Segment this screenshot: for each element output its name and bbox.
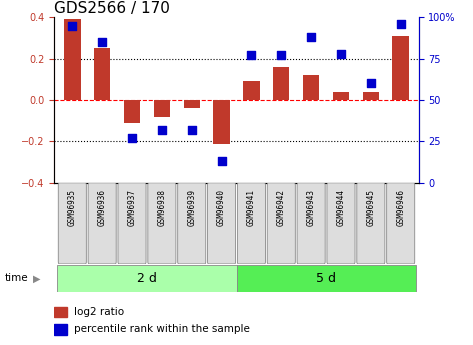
FancyBboxPatch shape	[297, 183, 325, 264]
Text: GDS2566 / 170: GDS2566 / 170	[54, 1, 170, 16]
Bar	[333, 92, 349, 100]
Bar	[124, 100, 140, 123]
Bar	[57, 265, 236, 292]
Text: ▶: ▶	[33, 274, 41, 283]
Text: GSM96937: GSM96937	[128, 189, 137, 226]
FancyBboxPatch shape	[208, 183, 236, 264]
Bar	[54, 324, 67, 335]
Text: GSM96936: GSM96936	[97, 189, 106, 226]
Bar	[184, 100, 200, 108]
FancyBboxPatch shape	[178, 183, 206, 264]
Text: percentile rank within the sample: percentile rank within the sample	[74, 325, 250, 334]
Point	[367, 81, 375, 86]
Bar	[54, 307, 67, 317]
Bar	[273, 67, 289, 100]
Text: GSM96943: GSM96943	[307, 189, 315, 226]
Point	[337, 51, 345, 57]
Point	[128, 135, 136, 141]
Bar	[393, 36, 409, 100]
Point	[69, 23, 76, 28]
Text: GSM96935: GSM96935	[68, 189, 77, 226]
Text: GSM96940: GSM96940	[217, 189, 226, 226]
Text: GSM96941: GSM96941	[247, 189, 256, 226]
Text: time: time	[5, 274, 28, 283]
Point	[98, 39, 106, 45]
FancyBboxPatch shape	[386, 183, 415, 264]
Text: GSM96942: GSM96942	[277, 189, 286, 226]
Point	[188, 127, 195, 132]
Point	[397, 21, 404, 27]
FancyBboxPatch shape	[267, 183, 295, 264]
Text: 2 d: 2 d	[137, 272, 157, 285]
Text: log2 ratio: log2 ratio	[74, 307, 124, 317]
Bar	[154, 100, 170, 117]
Bar	[213, 100, 230, 144]
Point	[278, 52, 285, 58]
FancyBboxPatch shape	[237, 183, 265, 264]
Text: GSM96945: GSM96945	[367, 189, 376, 226]
Bar	[64, 19, 80, 100]
Text: GSM96946: GSM96946	[396, 189, 405, 226]
Bar	[363, 92, 379, 100]
Text: GSM96939: GSM96939	[187, 189, 196, 226]
Point	[158, 127, 166, 132]
Text: 5 d: 5 d	[316, 272, 336, 285]
Point	[248, 52, 255, 58]
Text: GSM96944: GSM96944	[336, 189, 345, 226]
Bar	[243, 81, 260, 100]
Point	[218, 159, 225, 164]
Bar	[236, 265, 416, 292]
FancyBboxPatch shape	[357, 183, 385, 264]
FancyBboxPatch shape	[118, 183, 146, 264]
Point	[307, 34, 315, 40]
Bar	[303, 75, 319, 100]
Text: GSM96938: GSM96938	[158, 189, 166, 226]
FancyBboxPatch shape	[148, 183, 176, 264]
FancyBboxPatch shape	[58, 183, 87, 264]
FancyBboxPatch shape	[88, 183, 116, 264]
Bar	[94, 48, 110, 100]
FancyBboxPatch shape	[327, 183, 355, 264]
